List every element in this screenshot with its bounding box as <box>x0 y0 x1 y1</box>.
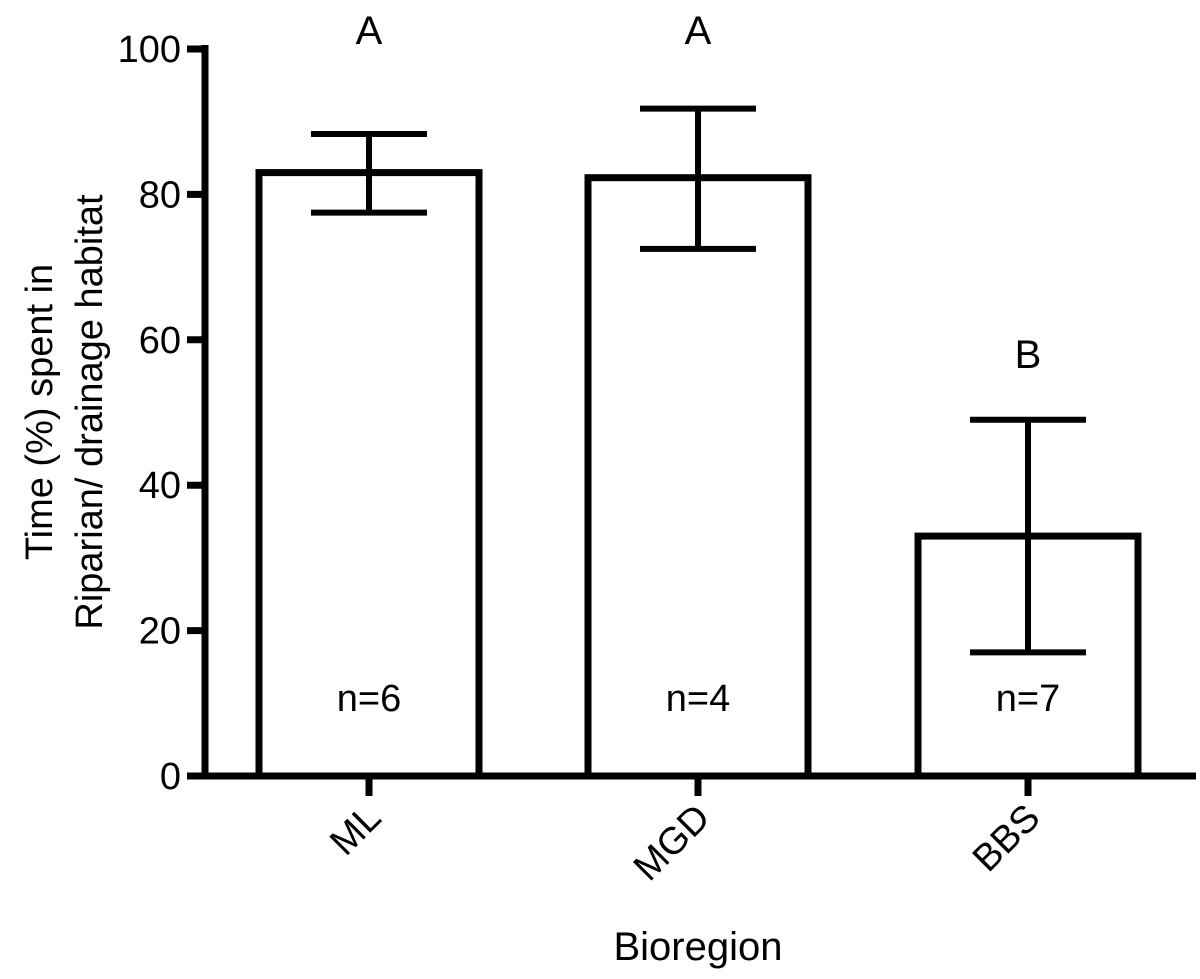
significance-label: A <box>685 9 712 53</box>
y-axis-title-line-2: Riparian/ drainage habitat <box>69 194 111 630</box>
y-tick-label: 80 <box>139 174 181 216</box>
y-tick-label: 100 <box>118 29 181 71</box>
y-tick-label: 60 <box>139 320 181 362</box>
sample-size-label: n=7 <box>996 678 1060 720</box>
y-axis-ticks: 0 20 40 60 80 100 <box>118 29 205 798</box>
y-tick-label: 0 <box>160 756 181 798</box>
x-tick-label: MGD <box>626 797 718 889</box>
significance-label: A <box>356 9 383 53</box>
x-axis-title: Bioregion <box>613 925 782 969</box>
sample-size-label: n=6 <box>337 678 401 720</box>
y-tick-label: 40 <box>139 465 181 507</box>
bars: An=6 An=4 Bn=7 <box>255 9 1142 780</box>
y-axis-title: Time (%) spent in Riparian/ drainage hab… <box>19 194 111 630</box>
y-tick-label: 20 <box>139 611 181 653</box>
significance-label: B <box>1015 333 1042 377</box>
y-axis-title-line-1: Time (%) spent in <box>19 264 61 560</box>
sample-size-label: n=4 <box>666 678 730 720</box>
x-tick-label: BBS <box>965 797 1048 880</box>
x-axis-categories: ML MGD BBS <box>322 776 1048 889</box>
x-tick-label: ML <box>322 797 389 864</box>
